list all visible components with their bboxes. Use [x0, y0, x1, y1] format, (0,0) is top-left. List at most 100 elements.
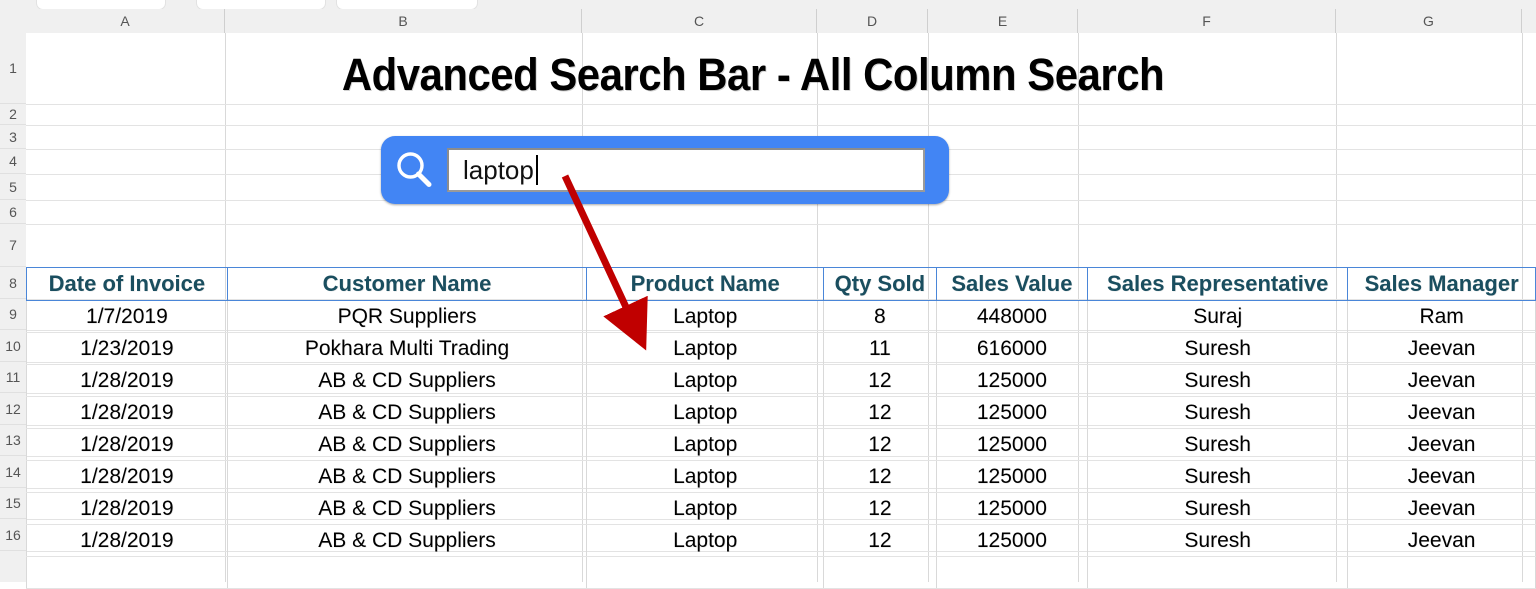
table-cell[interactable]: AB & CD Suppliers: [226, 364, 588, 397]
table-cell[interactable]: AB & CD Suppliers: [226, 524, 588, 557]
table-cell[interactable]: 12: [823, 364, 937, 397]
table-cell[interactable]: PQR Suppliers: [226, 300, 588, 333]
table-cell[interactable]: Jeevan: [1347, 492, 1536, 525]
table-cell[interactable]: Suresh: [1087, 524, 1349, 557]
table-cell[interactable]: Laptop: [586, 364, 825, 397]
column-header-cell[interactable]: Sales Representative: [1087, 267, 1349, 301]
select-all-corner[interactable]: [0, 9, 27, 41]
table-cell[interactable]: Jeevan: [1347, 332, 1536, 365]
row-header-7[interactable]: 7: [0, 224, 26, 267]
table-cell[interactable]: 1/28/2019: [26, 396, 228, 429]
column-header-cell[interactable]: Product Name: [586, 267, 825, 301]
table-cell[interactable]: 1/28/2019: [26, 524, 228, 557]
table-cell[interactable]: Suresh: [1087, 396, 1349, 429]
table-row: 1/28/2019 AB & CD Suppliers Laptop 12 125000…: [26, 492, 1536, 525]
column-header-d[interactable]: D: [817, 9, 928, 33]
table-cell-empty[interactable]: [823, 556, 937, 589]
row-header-13[interactable]: 13: [0, 425, 26, 456]
table-cell[interactable]: 125000: [935, 492, 1089, 525]
table-cell[interactable]: Laptop: [586, 332, 825, 365]
table-header-row: Date of Invoice Customer Name Product Name…: [26, 267, 1536, 301]
table-cell[interactable]: 8: [823, 300, 937, 333]
table-cell[interactable]: Laptop: [586, 396, 825, 429]
table-cell[interactable]: 125000: [935, 460, 1089, 493]
table-cell[interactable]: Suresh: [1087, 492, 1349, 525]
table-cell-empty[interactable]: [1347, 556, 1536, 589]
row-header-2[interactable]: 2: [0, 104, 26, 125]
column-header-cell[interactable]: Sales Manager: [1347, 267, 1536, 301]
row-header-12[interactable]: 12: [0, 393, 26, 425]
table-cell[interactable]: 1/28/2019: [26, 492, 228, 525]
table-cell[interactable]: Jeevan: [1347, 460, 1536, 493]
column-header-g[interactable]: G: [1336, 9, 1522, 33]
table-cell[interactable]: 1/28/2019: [26, 364, 228, 397]
table-cell-empty[interactable]: [26, 556, 228, 589]
table-cell[interactable]: 616000: [935, 332, 1089, 365]
table-cell[interactable]: 12: [823, 460, 937, 493]
table-cell[interactable]: Suresh: [1087, 332, 1349, 365]
table-cell[interactable]: 1/7/2019: [26, 300, 228, 333]
table-cell[interactable]: Jeevan: [1347, 396, 1536, 429]
table-cell[interactable]: Laptop: [586, 428, 825, 461]
table-cell[interactable]: 125000: [935, 524, 1089, 557]
table-cell[interactable]: Suresh: [1087, 428, 1349, 461]
table-cell[interactable]: Laptop: [586, 492, 825, 525]
table-cell[interactable]: Suresh: [1087, 364, 1349, 397]
table-cell[interactable]: Pokhara Multi Trading: [226, 332, 588, 365]
column-header-cell[interactable]: Sales Value: [935, 267, 1089, 301]
row-header-16[interactable]: 16: [0, 519, 26, 551]
table-cell[interactable]: Ram: [1347, 300, 1536, 333]
table-cell[interactable]: Suraj: [1087, 300, 1349, 333]
column-header-cell[interactable]: Customer Name: [226, 267, 588, 301]
table-row: 1/28/2019 AB & CD Suppliers Laptop 12 125000…: [26, 364, 1536, 397]
table-cell[interactable]: 1/28/2019: [26, 460, 228, 493]
table-cell[interactable]: AB & CD Suppliers: [226, 396, 588, 429]
table-cell[interactable]: AB & CD Suppliers: [226, 460, 588, 493]
table-cell[interactable]: Jeevan: [1347, 364, 1536, 397]
row-header-10[interactable]: 10: [0, 330, 26, 362]
table-cell[interactable]: 448000: [935, 300, 1089, 333]
table-cell-empty[interactable]: [226, 556, 588, 589]
row-header-3[interactable]: 3: [0, 125, 26, 149]
row-header-11[interactable]: 11: [0, 362, 26, 393]
table-cell[interactable]: 125000: [935, 428, 1089, 461]
table-cell[interactable]: Laptop: [586, 460, 825, 493]
row-header-9[interactable]: 9: [0, 299, 26, 330]
table-cell[interactable]: 1/28/2019: [26, 428, 228, 461]
table-cell[interactable]: 11: [823, 332, 937, 365]
table-cell[interactable]: Jeevan: [1347, 524, 1536, 557]
row-header-1[interactable]: 1: [0, 33, 26, 104]
row-header-8[interactable]: 8: [0, 267, 26, 299]
table-cell[interactable]: Laptop: [586, 300, 825, 333]
column-header-cell[interactable]: Qty Sold: [823, 267, 937, 301]
table-cell[interactable]: 12: [823, 396, 937, 429]
table-cell[interactable]: 1/23/2019: [26, 332, 228, 365]
table-row: 1/28/2019 AB & CD Suppliers Laptop 12 125000…: [26, 396, 1536, 429]
table-cell-empty[interactable]: [935, 556, 1089, 589]
table-cell[interactable]: 125000: [935, 364, 1089, 397]
column-header-a[interactable]: A: [26, 9, 225, 33]
table-cell[interactable]: Laptop: [586, 524, 825, 557]
table-cell[interactable]: Jeevan: [1347, 428, 1536, 461]
row-header-6[interactable]: 6: [0, 200, 26, 224]
table-cell-empty[interactable]: [586, 556, 825, 589]
search-input[interactable]: laptop: [447, 148, 925, 192]
table-cell[interactable]: 12: [823, 428, 937, 461]
table-cell-empty[interactable]: [1087, 556, 1349, 589]
row-header-14[interactable]: 14: [0, 456, 26, 488]
column-header-b[interactable]: B: [225, 9, 582, 33]
column-header-c[interactable]: C: [582, 9, 817, 33]
row-header-5[interactable]: 5: [0, 174, 26, 200]
row-header-15[interactable]: 15: [0, 488, 26, 519]
row-header-4[interactable]: 4: [0, 149, 26, 174]
column-header-cell[interactable]: Date of Invoice: [26, 267, 228, 301]
table-cell[interactable]: 12: [823, 492, 937, 525]
search-bar[interactable]: laptop: [381, 136, 949, 204]
table-cell[interactable]: AB & CD Suppliers: [226, 492, 588, 525]
table-cell[interactable]: 12: [823, 524, 937, 557]
column-header-e[interactable]: E: [928, 9, 1078, 33]
column-header-f[interactable]: F: [1078, 9, 1336, 33]
table-cell[interactable]: 125000: [935, 396, 1089, 429]
table-cell[interactable]: Suresh: [1087, 460, 1349, 493]
table-cell[interactable]: AB & CD Suppliers: [226, 428, 588, 461]
